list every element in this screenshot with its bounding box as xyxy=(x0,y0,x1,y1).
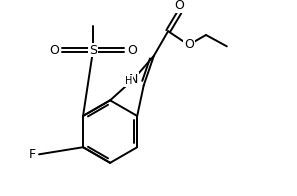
Text: O: O xyxy=(127,44,137,57)
Text: O: O xyxy=(184,38,194,51)
Text: H: H xyxy=(125,76,132,86)
Text: S: S xyxy=(89,44,97,57)
Text: N: N xyxy=(129,73,138,86)
Text: F: F xyxy=(29,148,36,161)
Text: O: O xyxy=(49,44,59,57)
Text: O: O xyxy=(175,0,184,12)
